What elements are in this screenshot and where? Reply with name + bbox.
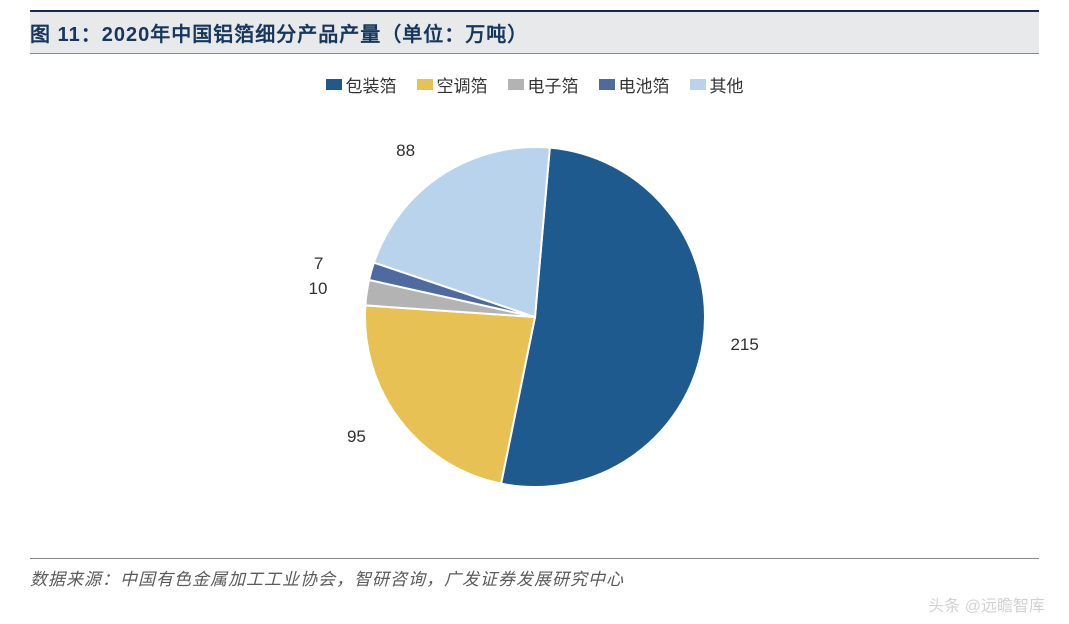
watermark: 头条 @远瞻智库 [928,592,1045,616]
legend-label: 电池箔 [619,72,670,97]
legend-label: 其他 [710,72,744,97]
chart-title-bar: 图 11：2020年中国铝箔细分产品产量（单位：万吨） [30,10,1039,54]
legend-item: 包装箔 [326,72,397,97]
legend-label: 空调箔 [437,72,488,97]
legend-item: 其他 [690,72,744,97]
legend-swatch [417,79,433,90]
chart-legend: 包装箔 空调箔 电子箔 电池箔 其他 [30,58,1039,97]
legend-item: 电池箔 [599,72,670,97]
legend-item: 电子箔 [508,72,579,97]
source-text: 数据来源：中国有色金属加工工业协会，智研咨询，广发证券发展研究中心 [30,570,624,589]
legend-label: 包装箔 [346,72,397,97]
legend-label: 电子箔 [528,72,579,97]
legend-item: 空调箔 [417,72,488,97]
source-citation: 数据来源：中国有色金属加工工业协会，智研咨询，广发证券发展研究中心 [30,558,1039,590]
pie-chart: 2159510788 [30,97,1039,537]
pie-svg [360,142,710,492]
pie-data-label: 7 [314,254,323,274]
legend-swatch [508,79,524,90]
chart-area: 包装箔空调箔电子箔电池箔其他 2159510788 [30,58,1039,558]
legend-swatch [690,79,706,90]
pie-data-label: 215 [730,335,758,355]
chart-title: 图 11：2020年中国铝箔细分产品产量（单位：万吨） [30,24,528,46]
legend-swatch [599,79,615,90]
pie-data-label: 10 [309,279,328,299]
legend-swatch [326,79,342,90]
